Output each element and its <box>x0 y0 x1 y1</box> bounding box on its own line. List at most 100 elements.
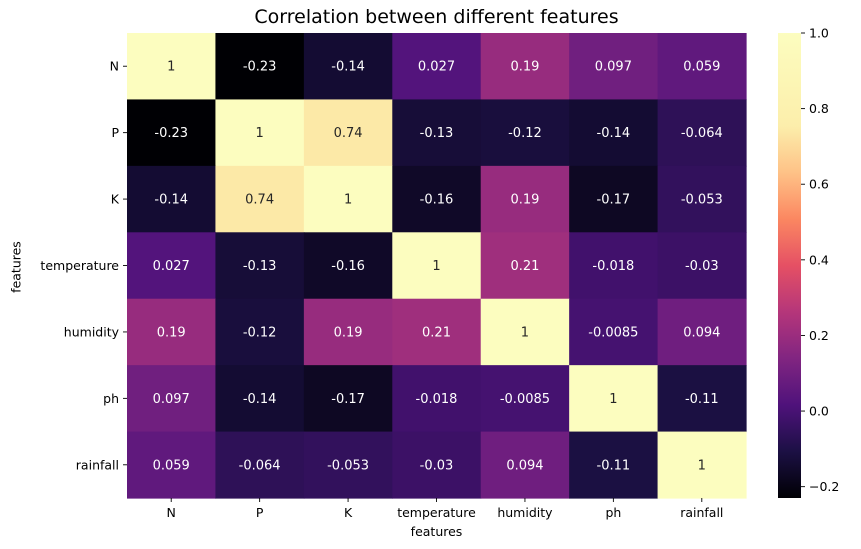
heatmap-cell <box>480 33 570 101</box>
cell-annotation: -0.053 <box>327 458 369 473</box>
heatmap-cell <box>657 165 747 233</box>
x-tick-label: temperature <box>397 505 476 520</box>
colorbar-tick-label: 0.8 <box>809 101 829 116</box>
x-tick-label: P <box>256 505 264 520</box>
x-tick-label: humidity <box>497 505 553 520</box>
cell-annotation: -0.13 <box>420 126 454 141</box>
heatmap-cell <box>480 298 570 366</box>
heatmap-cell <box>569 165 659 233</box>
x-tick-label: N <box>167 505 176 520</box>
cell-annotation: 0.74 <box>334 126 363 141</box>
cell-annotation: -0.12 <box>243 325 277 340</box>
cell-annotation: 0.097 <box>153 392 190 407</box>
heatmap-cell <box>480 232 570 300</box>
heatmap-cell <box>303 33 393 101</box>
cell-annotation: -0.14 <box>331 60 365 75</box>
cell-annotation: -0.0085 <box>500 392 550 407</box>
heatmap-cell <box>569 33 659 101</box>
x-axis-label: features <box>410 524 463 539</box>
cell-annotation: -0.064 <box>239 458 281 473</box>
heatmap-cell <box>303 431 393 499</box>
heatmap-cell <box>569 298 659 366</box>
cell-annotation: 1 <box>432 259 440 274</box>
heatmap-cell <box>392 431 482 499</box>
heatmap-cell <box>127 298 217 366</box>
colorbar-tick-label: 0.0 <box>809 404 829 419</box>
cell-annotation: -0.03 <box>685 259 719 274</box>
heatmap-cell <box>127 365 217 433</box>
cell-annotation: -0.11 <box>597 458 631 473</box>
heatmap-cell <box>392 365 482 433</box>
cell-annotation: -0.12 <box>508 126 542 141</box>
heatmap-cell <box>569 99 659 167</box>
cell-annotation: -0.16 <box>420 193 454 208</box>
cell-annotation: -0.0085 <box>588 325 638 340</box>
cell-annotation: 0.097 <box>595 60 632 75</box>
cell-annotation: 0.027 <box>153 259 190 274</box>
heatmap-cell <box>657 33 747 101</box>
heatmap-cell <box>569 365 659 433</box>
colorbar-tick-label: 0.2 <box>809 328 829 343</box>
heatmap-cell <box>303 365 393 433</box>
cell-annotation: 1 <box>609 392 617 407</box>
y-tick-label: ph <box>103 391 119 406</box>
cell-annotation: -0.11 <box>685 392 719 407</box>
cell-annotation: 0.19 <box>510 60 539 75</box>
heatmap-cell <box>303 165 393 233</box>
colorbar-tick-label: −0.2 <box>809 479 839 494</box>
colorbar <box>778 33 801 498</box>
heatmap-cell <box>215 33 305 101</box>
cell-annotation: -0.018 <box>592 259 634 274</box>
heatmap-cell <box>657 365 747 433</box>
heatmap-cell <box>569 431 659 499</box>
heatmap-cell <box>303 232 393 300</box>
heatmap-cell <box>392 99 482 167</box>
heatmap-cell <box>392 298 482 366</box>
y-tick-label: N <box>110 59 119 74</box>
colorbar-tick-label: 1.0 <box>809 26 829 41</box>
cell-annotation: 0.21 <box>510 259 539 274</box>
cell-annotation: -0.23 <box>154 126 188 141</box>
heatmap-cell <box>657 232 747 300</box>
cell-annotation: -0.03 <box>420 458 454 473</box>
heatmap-cell <box>657 298 747 366</box>
heatmap-cell <box>127 99 217 167</box>
y-tick-label: K <box>111 192 120 207</box>
cell-annotation: -0.14 <box>597 126 631 141</box>
heatmap-cell <box>569 232 659 300</box>
cell-annotation: -0.16 <box>331 259 365 274</box>
heatmap-cell <box>215 298 305 366</box>
heatmap-cell <box>480 165 570 233</box>
heatmap-cell <box>480 431 570 499</box>
cell-annotation: -0.14 <box>154 193 188 208</box>
cell-annotation: 1 <box>521 325 529 340</box>
heatmap-cell <box>392 232 482 300</box>
cell-annotation: 1 <box>167 60 175 75</box>
x-tick-label: K <box>344 505 353 520</box>
x-tick-label: ph <box>605 505 621 520</box>
cell-annotation: 0.19 <box>157 325 186 340</box>
heatmap-cell <box>657 99 747 167</box>
heatmap-cell <box>215 365 305 433</box>
y-tick-label: humidity <box>64 324 120 339</box>
cell-annotation: 1 <box>344 193 352 208</box>
heatmap-cell <box>215 431 305 499</box>
cell-annotation: 0.059 <box>153 458 190 473</box>
cell-annotation: 1 <box>255 126 263 141</box>
cell-annotation: -0.13 <box>243 259 277 274</box>
heatmap-cell <box>215 99 305 167</box>
cell-annotation: 0.19 <box>510 193 539 208</box>
heatmap-cell <box>215 232 305 300</box>
cell-annotation: 0.094 <box>683 325 720 340</box>
chart-title: Correlation between different features <box>254 6 619 28</box>
cell-annotation: -0.17 <box>331 392 365 407</box>
cell-annotation: -0.23 <box>243 60 277 75</box>
y-tick-label: rainfall <box>76 457 119 472</box>
cell-annotation: 0.027 <box>418 60 455 75</box>
heatmap-cell <box>127 431 217 499</box>
y-tick-label: P <box>111 125 119 140</box>
heatmap-cell <box>127 165 217 233</box>
cell-annotation: -0.064 <box>681 126 723 141</box>
heatmap-cell <box>657 431 747 499</box>
heatmap-cell <box>215 165 305 233</box>
